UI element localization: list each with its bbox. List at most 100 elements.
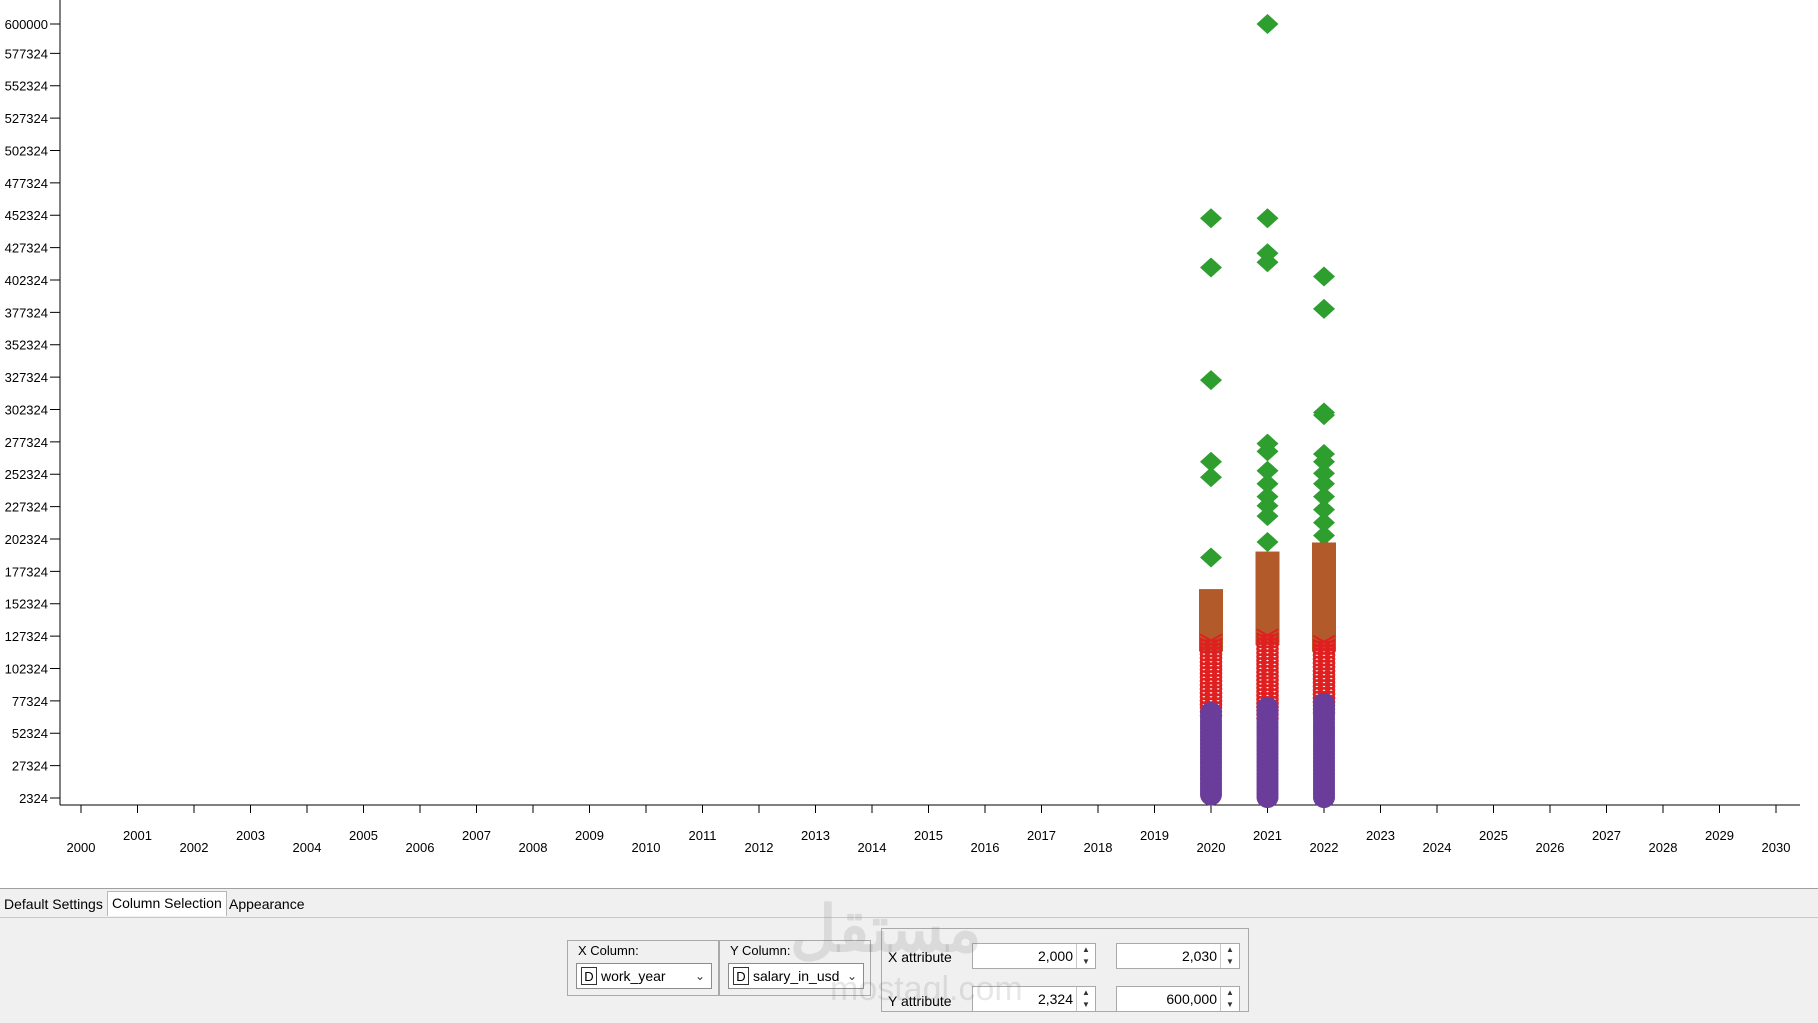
x-attribute-min-value: 2,000 xyxy=(1037,948,1073,964)
data-point-diamond xyxy=(1256,441,1279,462)
y-column-value: salary_in_usd xyxy=(753,968,840,984)
tab-default-settings[interactable]: Default Settings xyxy=(4,896,103,912)
spinner-down-icon[interactable]: ▼ xyxy=(1082,1000,1090,1009)
x-tick-label: 2005 xyxy=(349,828,378,843)
x-tick-label: 2018 xyxy=(1084,840,1113,855)
y-tick-label: 177324 xyxy=(5,564,48,579)
y-tick-label: 127324 xyxy=(5,629,48,644)
x-attribute-label: X attribute xyxy=(888,949,952,965)
spinner-up-icon[interactable]: ▲ xyxy=(1082,945,1090,954)
y-attribute-min-value: 2,324 xyxy=(1037,991,1073,1007)
y-tick-label: 552324 xyxy=(5,79,48,94)
x-tick-label: 2027 xyxy=(1592,828,1621,843)
y-attribute-label: Y attribute xyxy=(888,993,952,1009)
x-tick-label: 2030 xyxy=(1762,840,1791,855)
y-tick-label: 252324 xyxy=(5,467,48,482)
data-point-diamond xyxy=(1200,547,1222,568)
data-point-diamond xyxy=(1313,499,1335,520)
data-point-diamond xyxy=(1256,208,1279,229)
x-tick-label: 2012 xyxy=(745,840,774,855)
x-tick-label: 2003 xyxy=(236,828,265,843)
tab-column-selection[interactable]: Column Selection xyxy=(107,891,227,916)
data-point-diamond xyxy=(1256,14,1279,34)
spinner-up-icon[interactable]: ▲ xyxy=(1082,988,1090,997)
y-tick-label: 327324 xyxy=(5,370,48,385)
y-tick-label: 302324 xyxy=(5,402,48,417)
y-tick-label: 527324 xyxy=(5,111,48,126)
y-tick-label: 152324 xyxy=(5,597,48,612)
x-column-value: work_year xyxy=(601,968,666,984)
chevron-down-icon: ⌄ xyxy=(846,969,857,983)
x-tick-label: 2008 xyxy=(519,840,548,855)
data-point-circle xyxy=(1313,692,1335,715)
data-point-diamond xyxy=(1200,257,1222,278)
x-tick-label: 2023 xyxy=(1366,828,1395,843)
y-tick-label: 2324 xyxy=(19,791,48,806)
data-point-square xyxy=(1199,589,1223,602)
y-tick-label: 77324 xyxy=(12,694,48,709)
x-tick-label: 2025 xyxy=(1479,828,1508,843)
data-point-diamond xyxy=(1313,525,1335,546)
data-point-diamond xyxy=(1256,495,1279,516)
data-point-diamond xyxy=(1313,473,1335,494)
spinner-arrows[interactable]: ▲ ▼ xyxy=(1220,987,1239,1011)
data-point-diamond xyxy=(1200,370,1222,391)
x-attribute-max-value: 2,030 xyxy=(1181,948,1217,964)
tab-appearance[interactable]: Appearance xyxy=(229,896,305,912)
y-tick-label: 402324 xyxy=(5,273,48,288)
data-point-cross xyxy=(1256,628,1279,643)
y-tick-label: 27324 xyxy=(12,759,48,774)
y-tick-label: 202324 xyxy=(5,532,48,547)
spinner-down-icon[interactable]: ▼ xyxy=(1082,957,1090,966)
y-tick-label: 477324 xyxy=(5,176,48,191)
x-tick-label: 2007 xyxy=(462,828,491,843)
x-attribute-min-spinner[interactable]: 2,000 ▲ ▼ xyxy=(972,943,1096,969)
x-tick-label: 2001 xyxy=(123,828,152,843)
y-attribute-max-value: 600,000 xyxy=(1166,991,1217,1007)
spinner-arrows[interactable]: ▲ ▼ xyxy=(1220,944,1239,968)
x-tick-label: 2020 xyxy=(1197,840,1226,855)
x-tick-label: 2016 xyxy=(971,840,1000,855)
spinner-down-icon[interactable]: ▼ xyxy=(1226,957,1234,966)
data-point-square xyxy=(1312,542,1336,555)
y-tick-label: 52324 xyxy=(12,726,48,741)
x-tick-label: 2010 xyxy=(632,840,661,855)
y-tick-label: 227324 xyxy=(5,500,48,515)
data-point-diamond xyxy=(1200,208,1222,229)
spinner-arrows[interactable]: ▲ ▼ xyxy=(1076,944,1095,968)
data-point-diamond xyxy=(1256,252,1279,273)
data-point-circle xyxy=(1256,696,1279,719)
x-tick-label: 2002 xyxy=(180,840,209,855)
data-point-diamond xyxy=(1256,473,1279,494)
x-tick-label: 2017 xyxy=(1027,828,1056,843)
spinner-down-icon[interactable]: ▼ xyxy=(1226,1000,1234,1009)
spinner-arrows[interactable]: ▲ ▼ xyxy=(1076,987,1095,1011)
x-tick-label: 2019 xyxy=(1140,828,1169,843)
x-tick-label: 2021 xyxy=(1253,828,1282,843)
data-point-diamond xyxy=(1313,512,1335,533)
double-type-icon: D xyxy=(581,967,597,985)
data-point-diamond xyxy=(1256,506,1279,527)
data-point-diamond xyxy=(1313,486,1335,507)
y-tick-label: 577324 xyxy=(5,46,48,61)
x-tick-label: 2009 xyxy=(575,828,604,843)
x-column-legend: X Column: xyxy=(576,943,641,958)
y-tick-label: 600000 xyxy=(5,17,48,32)
x-tick-label: 2013 xyxy=(801,828,830,843)
x-tick-label: 2024 xyxy=(1423,840,1452,855)
data-point-diamond xyxy=(1256,460,1279,481)
spinner-up-icon[interactable]: ▲ xyxy=(1226,988,1234,997)
y-attribute-max-spinner[interactable]: 600,000 ▲ ▼ xyxy=(1116,986,1240,1012)
x-attribute-max-spinner[interactable]: 2,030 ▲ ▼ xyxy=(1116,943,1240,969)
spinner-up-icon[interactable]: ▲ xyxy=(1226,945,1234,954)
data-point-diamond xyxy=(1256,532,1279,553)
y-attribute-min-spinner[interactable]: 2,324 ▲ ▼ xyxy=(972,986,1096,1012)
data-point-cross xyxy=(1312,634,1336,649)
data-point-square xyxy=(1255,551,1280,564)
x-tick-label: 2026 xyxy=(1536,840,1565,855)
